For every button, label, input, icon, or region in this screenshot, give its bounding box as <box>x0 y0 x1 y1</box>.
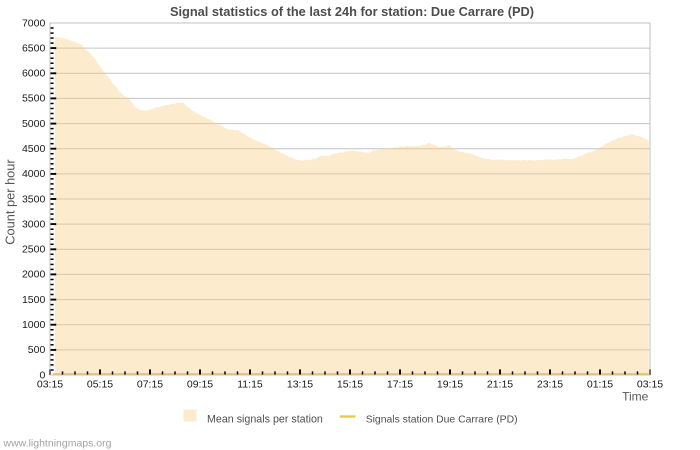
svg-text:6500: 6500 <box>22 42 46 54</box>
svg-text:2000: 2000 <box>22 269 46 281</box>
svg-text:0: 0 <box>39 369 45 381</box>
svg-text:Count per hour: Count per hour <box>3 159 18 245</box>
svg-text:Time: Time <box>622 389 649 403</box>
svg-text:7000: 7000 <box>22 17 46 29</box>
svg-text:17:15: 17:15 <box>387 379 413 391</box>
svg-text:21:15: 21:15 <box>487 379 513 391</box>
svg-text:Mean signals per station: Mean signals per station <box>207 413 323 425</box>
svg-text:500: 500 <box>28 344 46 356</box>
svg-text:07:15: 07:15 <box>137 379 163 391</box>
svg-text:15:15: 15:15 <box>337 379 363 391</box>
svg-text:5000: 5000 <box>22 118 46 130</box>
svg-text:11:15: 11:15 <box>237 379 263 391</box>
svg-text:2500: 2500 <box>22 244 46 256</box>
svg-text:3000: 3000 <box>22 218 46 230</box>
svg-text:1000: 1000 <box>22 319 46 331</box>
svg-text:13:15: 13:15 <box>287 379 313 391</box>
svg-text:Signal statistics of the last: Signal statistics of the last 24h for st… <box>170 4 534 19</box>
svg-text:23:15: 23:15 <box>537 379 563 391</box>
svg-text:3500: 3500 <box>22 193 46 205</box>
svg-text:01:15: 01:15 <box>587 379 613 391</box>
svg-text:03:15: 03:15 <box>637 379 663 391</box>
svg-text:05:15: 05:15 <box>87 379 113 391</box>
svg-text:6000: 6000 <box>22 68 46 80</box>
svg-text:5500: 5500 <box>22 93 46 105</box>
svg-text:4000: 4000 <box>22 168 46 180</box>
svg-text:1500: 1500 <box>22 294 46 306</box>
svg-text:19:15: 19:15 <box>437 379 463 391</box>
svg-text:www.lightningmaps.org: www.lightningmaps.org <box>3 438 112 450</box>
svg-text:03:15: 03:15 <box>37 379 63 391</box>
svg-text:4500: 4500 <box>22 143 46 155</box>
svg-text:Signals station Due Carrare (P: Signals station Due Carrare (PD) <box>366 414 518 425</box>
svg-text:09:15: 09:15 <box>187 379 213 391</box>
